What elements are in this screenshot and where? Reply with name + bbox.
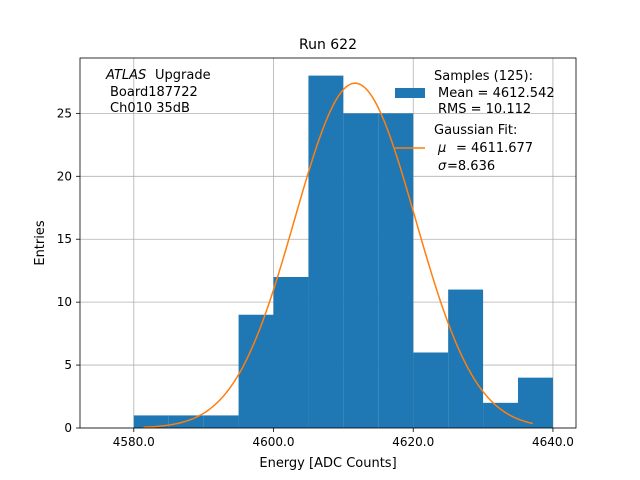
- legend-fit-sigma: =8.636: [447, 159, 495, 174]
- chart-title: Run 622: [299, 37, 357, 53]
- y-tick-label-5: 25: [57, 106, 72, 120]
- histogram-bar-4: [273, 276, 309, 428]
- x-tick-label-1: 4600.0: [253, 435, 295, 449]
- legend-fit-mu-symbol: μ: [437, 141, 446, 156]
- y-tick-label-0: 0: [64, 421, 72, 435]
- legend-samples-swatch: [395, 88, 425, 98]
- annotation-board: Board187722: [110, 85, 198, 100]
- legend-samples-rms: RMS = 10.112: [438, 102, 531, 117]
- y-tick-label-2: 10: [57, 295, 72, 309]
- annotation-upgrade: Upgrade: [155, 68, 211, 83]
- y-tick-label-4: 20: [57, 169, 72, 183]
- histogram-bars: [133, 75, 553, 429]
- legend-fit-mu: = 4611.677: [456, 141, 533, 156]
- legend-samples-title: Samples (125):: [434, 69, 533, 84]
- histogram-bar-10: [483, 402, 519, 428]
- x-tick-label-3: 4640.0: [532, 435, 574, 449]
- fit-curve-path: [143, 82, 533, 429]
- legend-fit-title: Gaussian Fit:: [434, 123, 517, 138]
- y-axis-label: Entries: [33, 220, 48, 266]
- axes-frame: [79, 57, 577, 429]
- gaussian-fit-curve: [143, 82, 533, 429]
- histogram-bar-11: [518, 377, 553, 428]
- histogram-bar-9: [448, 289, 484, 428]
- annotation-atlas: ATLAS: [105, 68, 146, 83]
- histogram-bar-8: [413, 352, 449, 428]
- axis-ticks: 4580.0 4600.0 4620.0 4640.0 0 5 10 15 20 25: [57, 106, 574, 449]
- y-tick-label-1: 5: [64, 358, 72, 372]
- y-tick-label-3: 15: [57, 232, 72, 246]
- legend-fit-sigma-symbol: σ: [438, 159, 447, 174]
- histogram-bar-3: [238, 314, 274, 428]
- annotation-channel: Ch010 35dB: [110, 101, 190, 116]
- histogram-bar-5: [308, 75, 344, 428]
- histogram-bar-7: [378, 113, 414, 429]
- x-axis-label: Energy [ADC Counts]: [259, 456, 396, 471]
- x-tick-label-0: 4580.0: [113, 435, 155, 449]
- histogram-bar-2: [203, 415, 239, 428]
- legend-samples-mean: Mean = 4612.542: [438, 86, 555, 101]
- histogram-bar-0: [133, 415, 169, 428]
- histogram-bar-6: [343, 113, 379, 429]
- x-tick-label-2: 4620.0: [392, 435, 434, 449]
- legend: Samples (125): Mean = 4612.542 RMS = 10.…: [395, 69, 555, 174]
